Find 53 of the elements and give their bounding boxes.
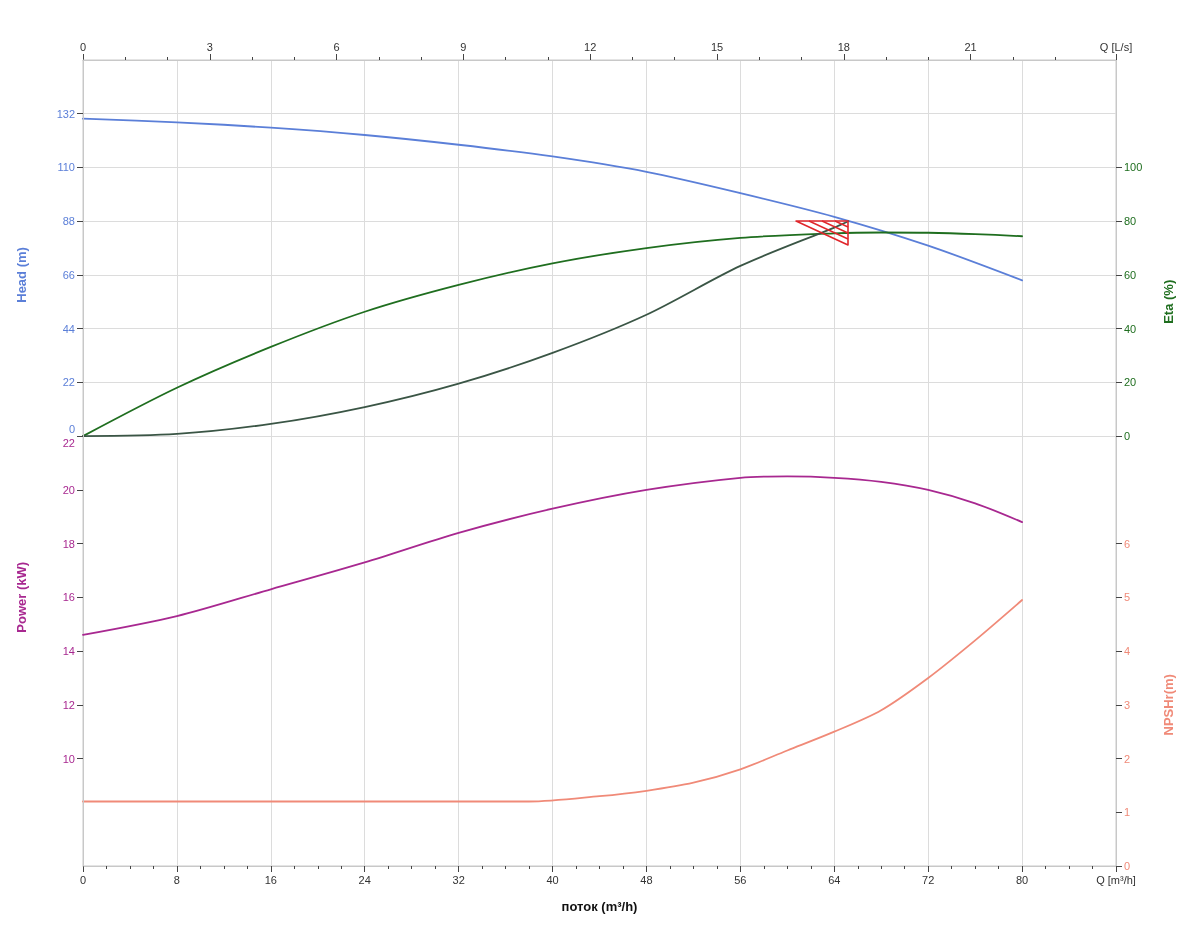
x-tick-label: 16 xyxy=(264,873,277,886)
y-tick-label: 132 xyxy=(56,107,75,120)
y-tick-label: 12 xyxy=(62,698,75,711)
x-axis-title: поток (m³/h) xyxy=(561,899,638,914)
y3-tick-label: 6 xyxy=(1124,537,1131,550)
y3-tick-label: 5 xyxy=(1124,591,1131,604)
y3-tick-label: 4 xyxy=(1124,645,1131,658)
y-tick-label: 88 xyxy=(62,215,75,228)
x2-tick-label: 12 xyxy=(584,40,597,53)
x2-tick-label: Q [L/s] xyxy=(1099,40,1133,53)
x2-tick-label: 3 xyxy=(206,40,213,53)
x-tick-label: 56 xyxy=(734,873,747,886)
y2-tick-label: 100 xyxy=(1124,161,1143,174)
x2-tick-label: 15 xyxy=(710,40,724,53)
y2-tick-label: 0 xyxy=(1124,430,1131,443)
y-tick-label: 16 xyxy=(62,591,75,604)
x-tick-label: 64 xyxy=(828,873,841,886)
y-axis-title: Head (m) xyxy=(13,247,29,303)
x-tick-label: 40 xyxy=(546,873,559,886)
y-tick-label: 22 xyxy=(62,437,75,450)
x-tick-label: 32 xyxy=(452,873,465,886)
x2-tick-label: 0 xyxy=(79,40,87,53)
x2-tick-label: 18 xyxy=(837,40,850,53)
y3-tick-label: 2 xyxy=(1124,752,1131,765)
x-tick-label: 48 xyxy=(640,873,653,886)
x-tick-label: 0 xyxy=(79,873,87,886)
x2-tick-label: 21 xyxy=(964,40,977,53)
y-tick-label: 18 xyxy=(62,537,75,550)
y2-axis-title: Eta (%) xyxy=(1160,279,1176,324)
x-tick-label: 80 xyxy=(1015,873,1029,886)
x-tick-label: 8 xyxy=(173,873,180,886)
y-tick-label: 20 xyxy=(62,483,75,496)
y2-tick-label: 40 xyxy=(1124,322,1137,335)
y3-tick-label: 0 xyxy=(1124,860,1131,872)
x2-tick-label: 6 xyxy=(333,40,340,53)
y-tick-label: 10 xyxy=(62,752,75,765)
y3-axis-title: NPSHr(m) xyxy=(1160,674,1176,736)
y-tick-label: 22 xyxy=(62,376,75,389)
y3-tick-label: 3 xyxy=(1124,698,1131,711)
y-tick-label: 14 xyxy=(62,645,75,658)
x-tick-label: 24 xyxy=(358,873,371,886)
y2-tick-label: 60 xyxy=(1124,268,1137,281)
y-axis-title: Power (kW) xyxy=(13,561,29,633)
y-tick-label: 110 xyxy=(57,161,75,174)
y-tick-label: 0 xyxy=(68,423,75,436)
x2-tick-label: 9 xyxy=(460,40,467,53)
y3-tick-label: 1 xyxy=(1124,806,1131,819)
x-tick-label: 72 xyxy=(922,873,935,886)
y2-tick-label: 20 xyxy=(1124,376,1137,389)
y-tick-label: 44 xyxy=(62,322,75,335)
y2-tick-label: 80 xyxy=(1124,215,1137,228)
y-tick-label: 66 xyxy=(62,268,75,281)
x-tick-label: Q [m³/h] xyxy=(1096,873,1136,886)
